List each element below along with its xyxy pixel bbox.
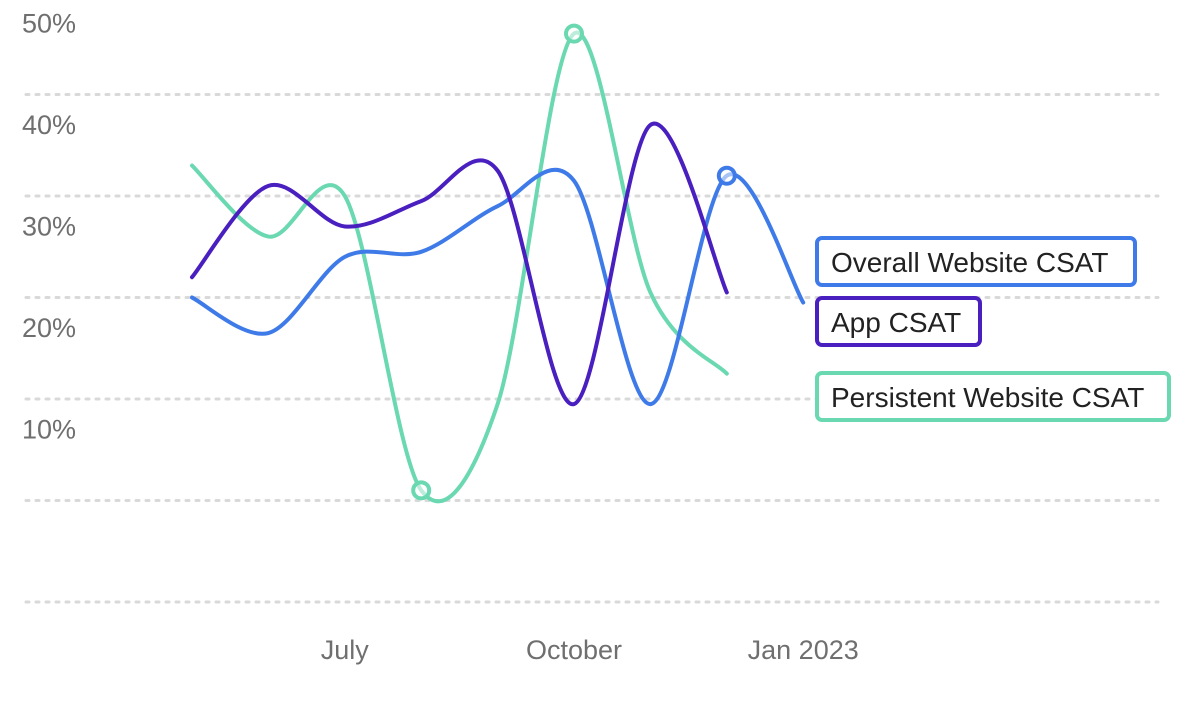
y-axis: 10%20%30%40%50%60% [22,9,76,445]
x-tick-label: July [321,635,370,665]
legend-item[interactable]: Overall Website CSAT [815,236,1137,287]
data-point[interactable] [564,23,584,44]
x-tick-label: October [526,635,622,665]
x-axis: July October Jan 2023 [321,635,859,665]
legend-box [815,236,1137,287]
x-tick-label: Jan 2023 [748,635,859,665]
legend-item[interactable]: Persistent Website CSAT [815,371,1171,422]
y-tick-label: 40% [22,110,76,140]
legend-label: Overall Website CSAT [831,247,1108,278]
legend-box [815,371,1171,422]
legend-box [815,296,982,347]
series-layer [190,30,806,504]
y-tick-label: 30% [22,212,76,242]
y-tick-label: 50% [22,9,76,39]
series-line-app-csat[interactable] [190,121,729,407]
legend-label: App CSAT [831,307,961,338]
legend-item[interactable]: App CSAT [815,296,982,347]
marker-layer [411,23,737,501]
series-line-overall-website-csat[interactable] [190,167,806,407]
legend: Overall Website CSAT App CSAT Persistent W… [815,236,1171,422]
series-line-persistent-website-csat[interactable] [190,30,729,504]
legend-label: Persistent Website CSAT [831,382,1144,413]
data-point[interactable] [411,480,432,501]
y-tick-label: 20% [22,313,76,343]
data-point[interactable] [716,165,737,186]
y-tick-label: 10% [22,415,76,445]
